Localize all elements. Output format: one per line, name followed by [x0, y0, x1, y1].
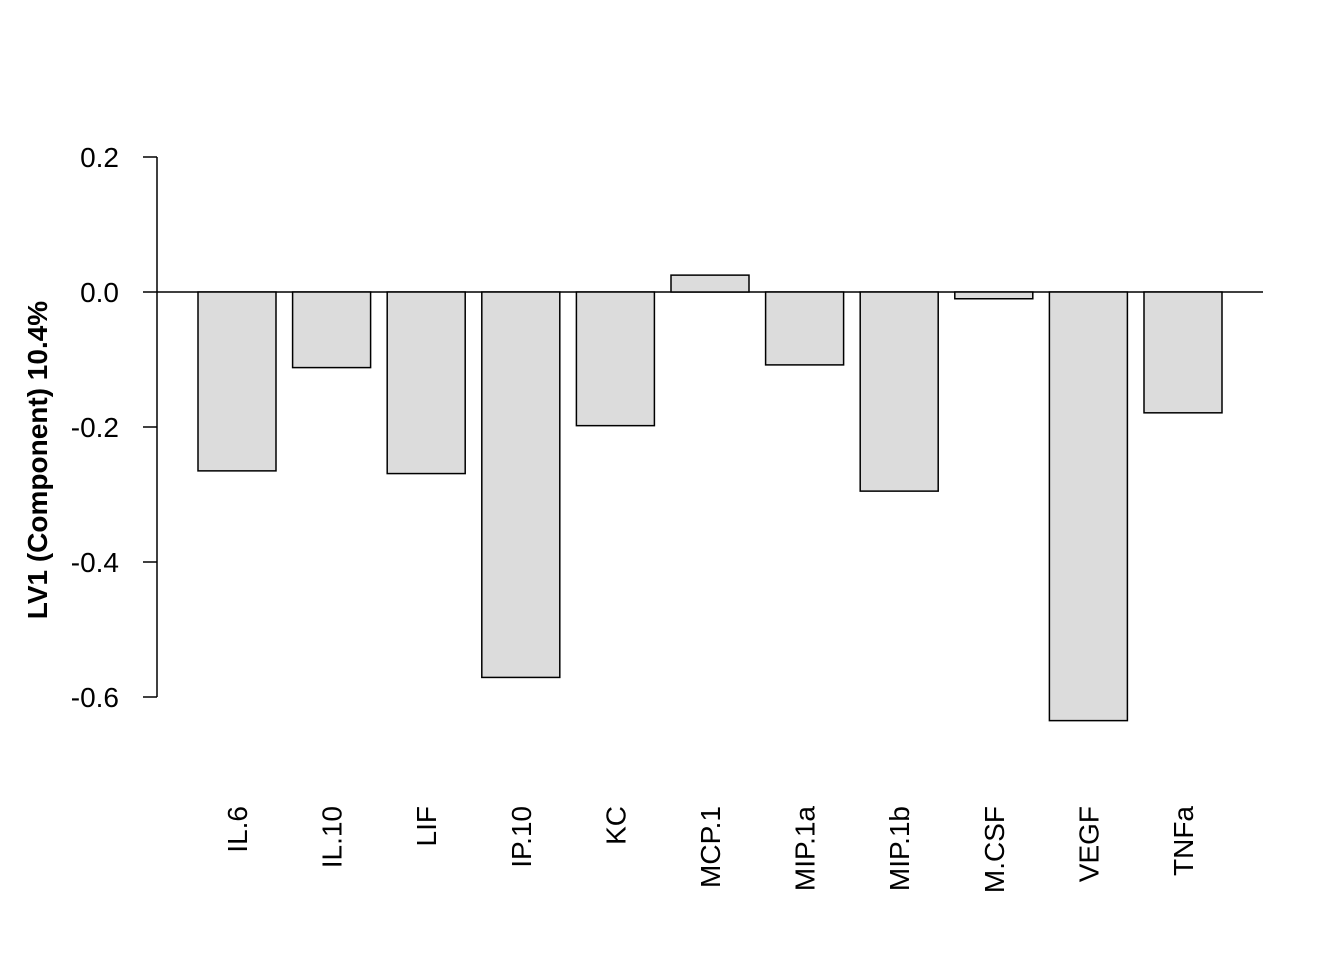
y-axis-label: LV1 (Component) 10.4%: [22, 301, 53, 620]
bar-il-10: [291, 291, 372, 369]
y-tick-label: 0.0: [80, 277, 119, 308]
y-tick-label: -0.6: [71, 682, 119, 713]
x-axis-labels: IL.6 IL.10 LIF IP.10 KC MCP.1 MIP.1a MIP.1b M.CS…: [222, 806, 1199, 894]
x-tick-label: M.CSF: [979, 806, 1010, 893]
bars: [197, 274, 1223, 722]
bar-ip-10: [481, 291, 561, 679]
x-tick-label: LIF: [411, 806, 442, 846]
bar-mcp-1: [670, 274, 750, 293]
y-tick-label: -0.4: [71, 547, 119, 578]
x-tick-label: MIP.1a: [790, 806, 821, 892]
bar-vegf: [1048, 291, 1129, 722]
y-axis: 0.2 0.0 -0.2 -0.4 -0.6: [71, 142, 158, 713]
bar-mip-1b: [859, 291, 939, 492]
x-tick-label: MIP.1b: [884, 806, 915, 891]
x-tick-label: KC: [600, 806, 631, 845]
bar-lif: [386, 291, 466, 475]
x-tick-label: MCP.1: [695, 806, 726, 888]
bar-tnfa: [1143, 291, 1223, 414]
x-tick-label: TNFa: [1168, 806, 1199, 876]
bar-m-csf: [954, 291, 1034, 300]
x-tick-label: IP.10: [506, 806, 537, 868]
x-tick-label: VEGF: [1073, 806, 1104, 882]
x-tick-label: IL.6: [222, 806, 253, 853]
bar-mip-1a: [764, 291, 845, 366]
bar-kc: [575, 291, 656, 427]
y-tick-label: -0.2: [71, 412, 119, 443]
bar-il-6: [197, 291, 277, 472]
y-tick-label: 0.2: [80, 142, 119, 173]
x-tick-label: IL.10: [317, 806, 348, 868]
